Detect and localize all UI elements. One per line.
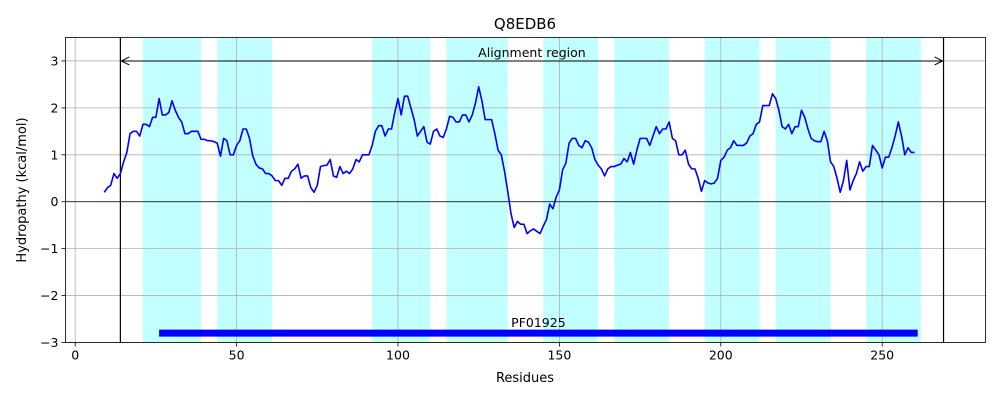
y-tick-label: 3 (51, 53, 59, 68)
tm-band (142, 37, 202, 343)
x-tick-label: 0 (71, 348, 79, 363)
x-tick-label: 100 (386, 348, 410, 363)
alignment-arrow-left-head (120, 56, 130, 66)
x-tick-label: 200 (709, 348, 733, 363)
transmembrane-bands (142, 37, 921, 343)
tm-band (775, 37, 831, 343)
alignment-region: Alignment region (119, 37, 945, 343)
alignment-arrow-right-head (934, 56, 944, 66)
plot-background (65, 37, 986, 343)
domain-label: PF01925 (511, 315, 566, 330)
plot-frame (65, 37, 986, 343)
tm-band (866, 37, 921, 343)
alignment-label: Alignment region (478, 45, 586, 60)
y-axis-ticks: −3 −2 −1 0 1 2 3 (40, 53, 66, 350)
tm-band (217, 37, 273, 343)
y-tick-label: 1 (51, 147, 59, 162)
y-tick-label: −3 (40, 335, 58, 350)
x-tick-label: 250 (870, 348, 894, 363)
chart-title: Q8EDB6 (494, 15, 556, 33)
y-tick-label: 0 (51, 194, 59, 209)
x-tick-label: 50 (229, 348, 245, 363)
hydropathy-line (103, 85, 915, 235)
tm-band (372, 37, 431, 343)
x-axis-ticks: 0 50 100 150 200 250 (71, 342, 894, 363)
y-axis-label: Hydropathy (kcal/mol) (15, 117, 30, 262)
tm-band (704, 37, 760, 343)
y-tick-label: 2 (51, 100, 59, 115)
tm-band (614, 37, 670, 343)
tm-band (543, 37, 599, 343)
tm-band (446, 37, 508, 343)
x-axis-label: Residues (496, 371, 554, 386)
y-tick-label: −2 (40, 288, 58, 303)
pfam-domain: PF01925 (159, 315, 918, 337)
y-tick-label: −1 (40, 241, 58, 256)
x-tick-label: 150 (547, 348, 571, 363)
